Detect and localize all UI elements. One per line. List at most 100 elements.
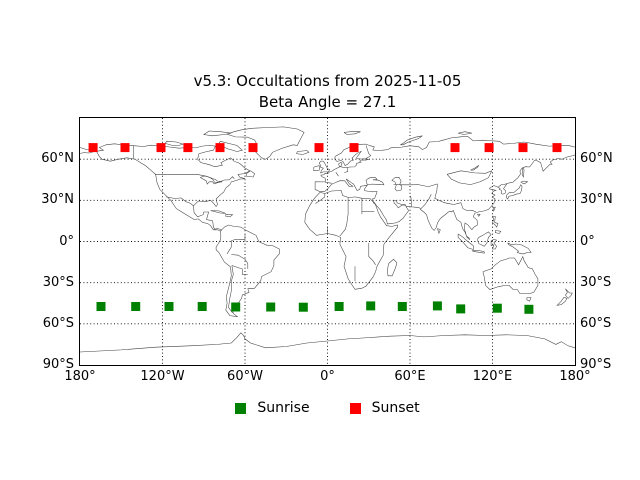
coastline-border-nigeria-cameroon xyxy=(339,214,349,237)
coastline-border-east-africa xyxy=(368,242,376,265)
coastline-hispaniola xyxy=(225,214,234,218)
coastline-luzon xyxy=(492,215,499,228)
coastline-border-germany-poland xyxy=(344,167,349,173)
coastline-border-bolivia xyxy=(231,265,248,275)
coastline-border-chile-argentina xyxy=(228,265,234,314)
lat-tick-label-left: 30°N xyxy=(41,192,74,208)
coastline-ellesmere-island xyxy=(203,130,232,137)
coastline-greenland xyxy=(226,126,305,160)
coastline-border-us-mexico xyxy=(166,196,194,207)
sunrise-marker xyxy=(432,301,442,311)
coastline-java xyxy=(471,250,485,254)
sunset-marker xyxy=(314,143,324,153)
coastline-antarctica xyxy=(80,332,575,353)
coastline-border-iran-pakistan xyxy=(410,196,412,207)
sunrise-marker xyxy=(524,304,534,314)
coastline-victoria-island xyxy=(164,141,185,146)
coastline-lake-baikal xyxy=(470,165,480,171)
coastline-new-zealand-north xyxy=(565,288,573,299)
sunset-marker xyxy=(518,143,528,153)
lon-tick-label: 60°W xyxy=(227,369,263,384)
coastline-border-china-west xyxy=(434,183,461,205)
coastline-svalbard xyxy=(343,131,361,135)
lat-tick-label-left: 0° xyxy=(59,233,74,249)
coastline-new-guinea xyxy=(507,242,532,255)
lon-tick-label: 120°E xyxy=(472,369,513,384)
chart-title-line1: v5.3: Occultations from 2025-11-05 xyxy=(193,72,462,90)
coastline-eurasia-arctic-coast xyxy=(315,136,575,183)
sunrise-marker xyxy=(231,302,241,312)
lat-tick-label-right: 90°S xyxy=(580,357,612,372)
world-map xyxy=(80,118,575,365)
lat-tick-label-left: 60°N xyxy=(41,151,74,167)
coastline-caspian-sea xyxy=(391,177,403,192)
lat-tick-label-left: 60°S xyxy=(42,315,74,331)
coastline-border-pyrenees xyxy=(324,181,332,184)
coastline-border-mongolia-south xyxy=(446,170,493,185)
sunset-marker xyxy=(552,143,562,153)
sunrise-marker xyxy=(334,302,344,311)
coastline-japan xyxy=(506,184,523,200)
lat-tick-label-right: 30°S xyxy=(580,274,612,290)
coastline-madagascar xyxy=(387,258,398,277)
sunrise-marker-icon xyxy=(235,402,247,414)
lon-tick-label: 60°E xyxy=(394,369,426,384)
sunrise-marker xyxy=(492,303,502,313)
lat-tick-label-left: 30°S xyxy=(42,274,74,290)
sunrise-marker xyxy=(266,302,276,312)
map-plot-area xyxy=(79,117,576,366)
coastline-north-america xyxy=(96,143,251,232)
coastline-ireland xyxy=(313,165,320,172)
coastline-border-brazil-north xyxy=(226,234,246,254)
coastline-border-kazakh-south xyxy=(393,183,438,187)
sunrise-marker xyxy=(164,302,174,311)
sunset-marker xyxy=(183,143,193,153)
sunrise-marker xyxy=(197,302,207,311)
coastline-australia xyxy=(482,255,539,294)
coastline-hainan xyxy=(477,213,481,217)
legend-item-sunset: Sunset xyxy=(349,400,420,416)
coastline-border-morocco-algeria xyxy=(315,193,326,204)
coastline-border-china-vietnam xyxy=(460,202,477,213)
sunset-marker xyxy=(120,143,130,153)
lat-tick-label-left: 90°S xyxy=(42,357,74,372)
sunset-marker xyxy=(215,143,225,153)
lat-tick-label-right: 30°N xyxy=(580,192,613,208)
lon-tick-label: 180° xyxy=(64,369,96,384)
coastline-great-lakes xyxy=(200,175,223,185)
sunset-marker xyxy=(156,143,166,153)
coastline-hokkaido xyxy=(520,180,529,185)
coastline-eurasia xyxy=(314,154,575,240)
sunrise-marker xyxy=(456,304,466,314)
coastline-sakhalin xyxy=(521,167,525,178)
coastline-severnaya-zemlya xyxy=(458,131,472,135)
coastline-border-india-pakistan xyxy=(420,194,432,210)
coastline-sulawesi xyxy=(490,239,498,250)
coastline-south-america xyxy=(215,224,280,318)
coastline-border-korea xyxy=(498,183,508,188)
sunrise-marker xyxy=(131,302,141,311)
lat-tick-label-right: 60°N xyxy=(580,151,613,167)
sunset-marker xyxy=(349,143,359,153)
sunset-marker xyxy=(248,143,258,153)
legend: Sunrise Sunset xyxy=(80,400,575,416)
coastline-sri-lanka xyxy=(437,228,441,235)
lon-tick-label: 120°W xyxy=(140,369,185,384)
coastline-sumatra xyxy=(457,233,474,250)
coastline-mindanao xyxy=(495,230,502,234)
coastline-newfoundland xyxy=(246,170,255,178)
coastline-cuba xyxy=(210,210,226,214)
legend-label-sunset: Sunset xyxy=(371,400,420,416)
chart-title: v5.3: Occultations from 2025-11-05 Beta … xyxy=(80,71,575,113)
coastline-great-britain xyxy=(318,160,331,174)
coastline-border-france-germany xyxy=(335,172,339,177)
sunset-marker xyxy=(88,143,98,153)
sunset-marker xyxy=(450,143,460,153)
lat-tick-label-right: 0° xyxy=(580,233,595,249)
coastline-border-finland-russia xyxy=(365,145,372,159)
coastline-novaya-zemlya xyxy=(400,135,423,146)
coastline-borneo xyxy=(477,231,492,247)
coastline-africa xyxy=(304,190,398,290)
sunrise-marker xyxy=(366,301,376,311)
sunset-marker xyxy=(484,143,494,153)
